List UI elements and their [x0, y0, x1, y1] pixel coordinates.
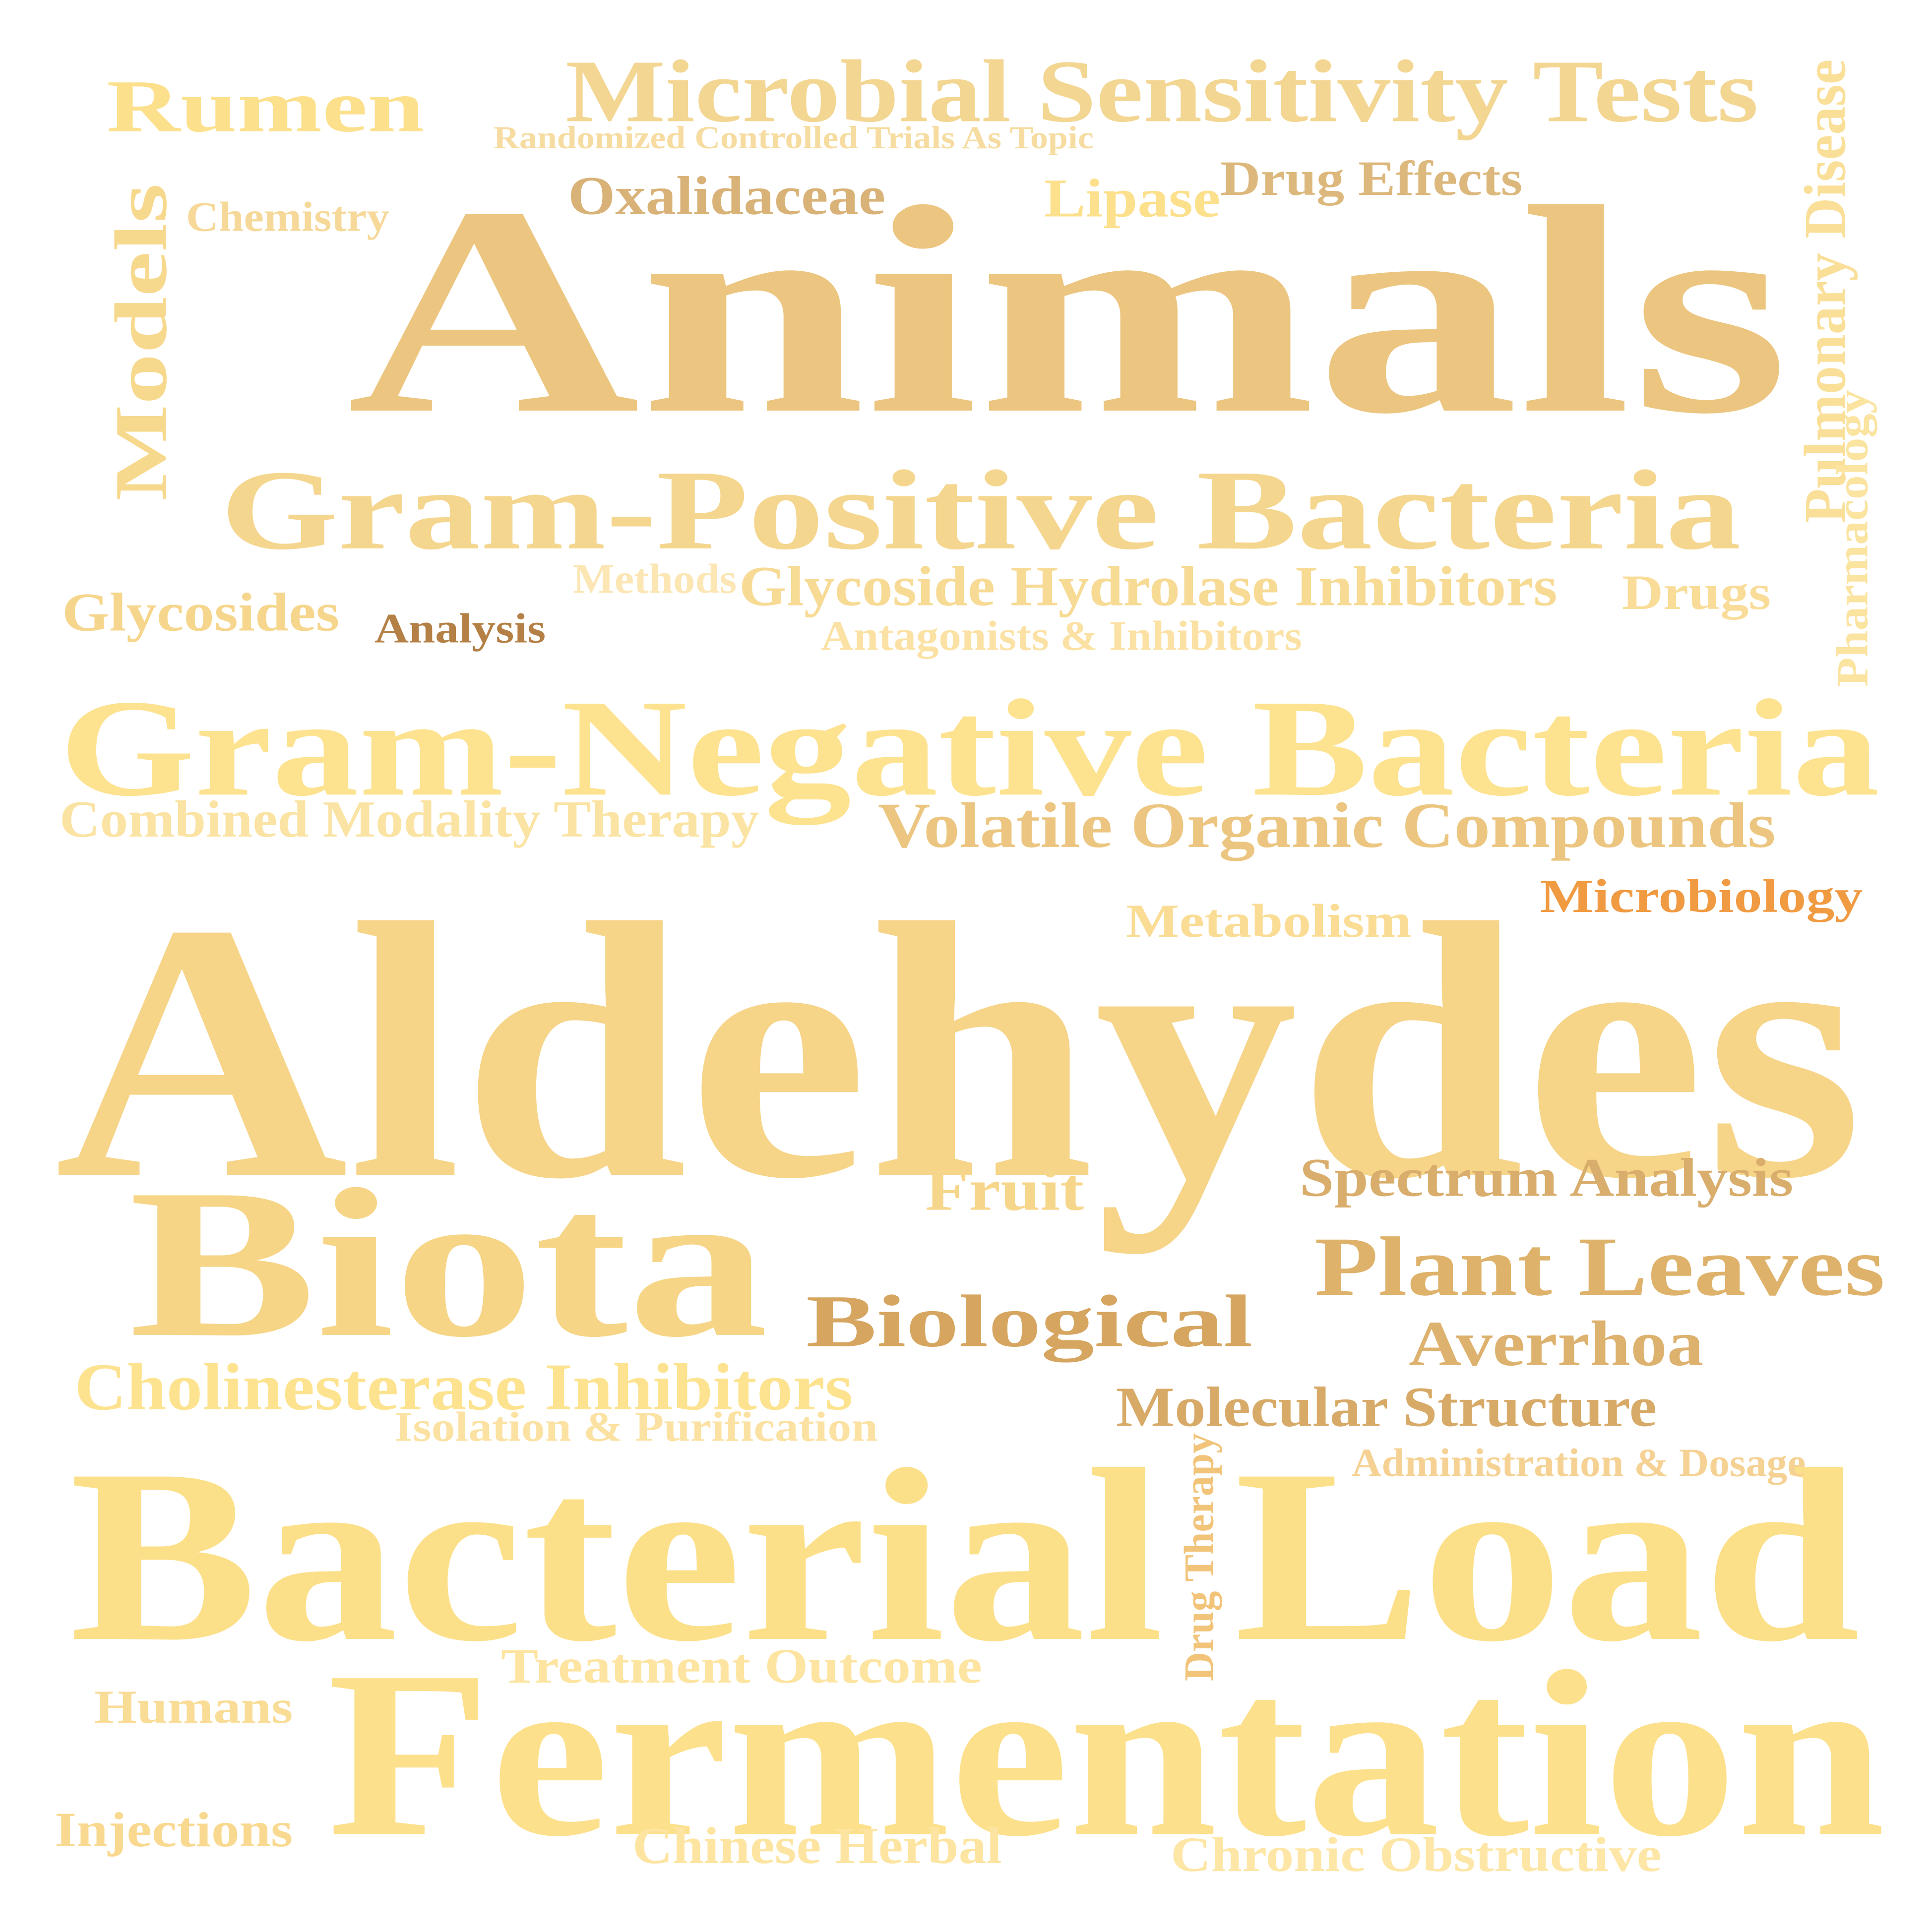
word-chemistry: Chemistry [186, 193, 389, 241]
word-chronic-obstructive: Chronic Obstructive [1171, 1827, 1662, 1882]
word-combined-modality-therapy: Combined Modality Therapy [60, 790, 759, 848]
word-drug-therapy: Drug Therapy [1175, 1433, 1223, 1681]
word-animals: Animals [347, 146, 1789, 476]
word-bacterial-load: Bacterial Load [69, 1418, 1861, 1693]
word-spectrum-analysis: Spectrum Analysis [1300, 1147, 1794, 1208]
word-drugs: Drugs [1622, 565, 1771, 620]
word-methods: Methods [573, 555, 737, 603]
word-aldehydes: Aldehydes [55, 848, 1864, 1256]
word-lipase: Lipase [1044, 168, 1221, 229]
word-gram-positive-bacteria: Gram-Positive Bacteria [221, 447, 1741, 574]
word-antagonists-inhibitors: Antagonists & Inhibitors [821, 612, 1302, 660]
word-plant-leaves: Plant Leaves [1314, 1219, 1885, 1314]
word-treatment-outcome: Treatment Outcome [501, 1638, 982, 1693]
word-rumen: Rumen [107, 65, 425, 148]
word-analysis: Analysis [374, 604, 546, 652]
word-glycosides: Glycosides [62, 582, 340, 643]
word-randomized-controlled-trials: Randomized Controlled Trials As Topic [494, 120, 1094, 156]
word-averrhoa: Averrhoa [1409, 1308, 1704, 1380]
word-chinese-herbal: Chinese Herbal [632, 1816, 1002, 1875]
word-biological: Biological [806, 1280, 1253, 1363]
word-molecular-structure: Molecular Structure [1116, 1375, 1657, 1439]
word-injections: Injections [55, 1802, 293, 1857]
word-models: Models [100, 183, 183, 501]
word-gram-negative-bacteria: Gram-Negative Bacteria [60, 671, 1880, 825]
word-microbiology: Microbiology [1540, 870, 1863, 922]
word-humans: Humans [94, 1681, 293, 1733]
word-fermentation: Fermentation [327, 1622, 1885, 1886]
word-pharmacology: Pharmacology [1827, 389, 1877, 687]
word-glycoside-hydrolase-inhibitors: Glycoside Hydrolase Inhibitors [739, 554, 1558, 618]
word-oxalidaceae: Oxalidaceae [568, 165, 886, 226]
word-cholinesterase-inhibitors: Cholinesterase Inhibitors [74, 1349, 853, 1424]
word-microbial-sensitivity-tests: Microbial Sensitivity Tests [565, 42, 1759, 141]
word-fruit: Fruit [925, 1156, 1084, 1223]
word-isolation-purification: Isolation & Purification [394, 1403, 878, 1450]
word-volatile-organic-compounds: Volatile Organic Compounds [878, 789, 1776, 861]
word-biota: Biota [129, 1145, 768, 1382]
word-administration-dosage: Administration & Dosage [1352, 1441, 1806, 1485]
word-metabolism: Metabolism [1126, 895, 1412, 947]
word-drug-effects: Drug Effects [1220, 151, 1523, 206]
